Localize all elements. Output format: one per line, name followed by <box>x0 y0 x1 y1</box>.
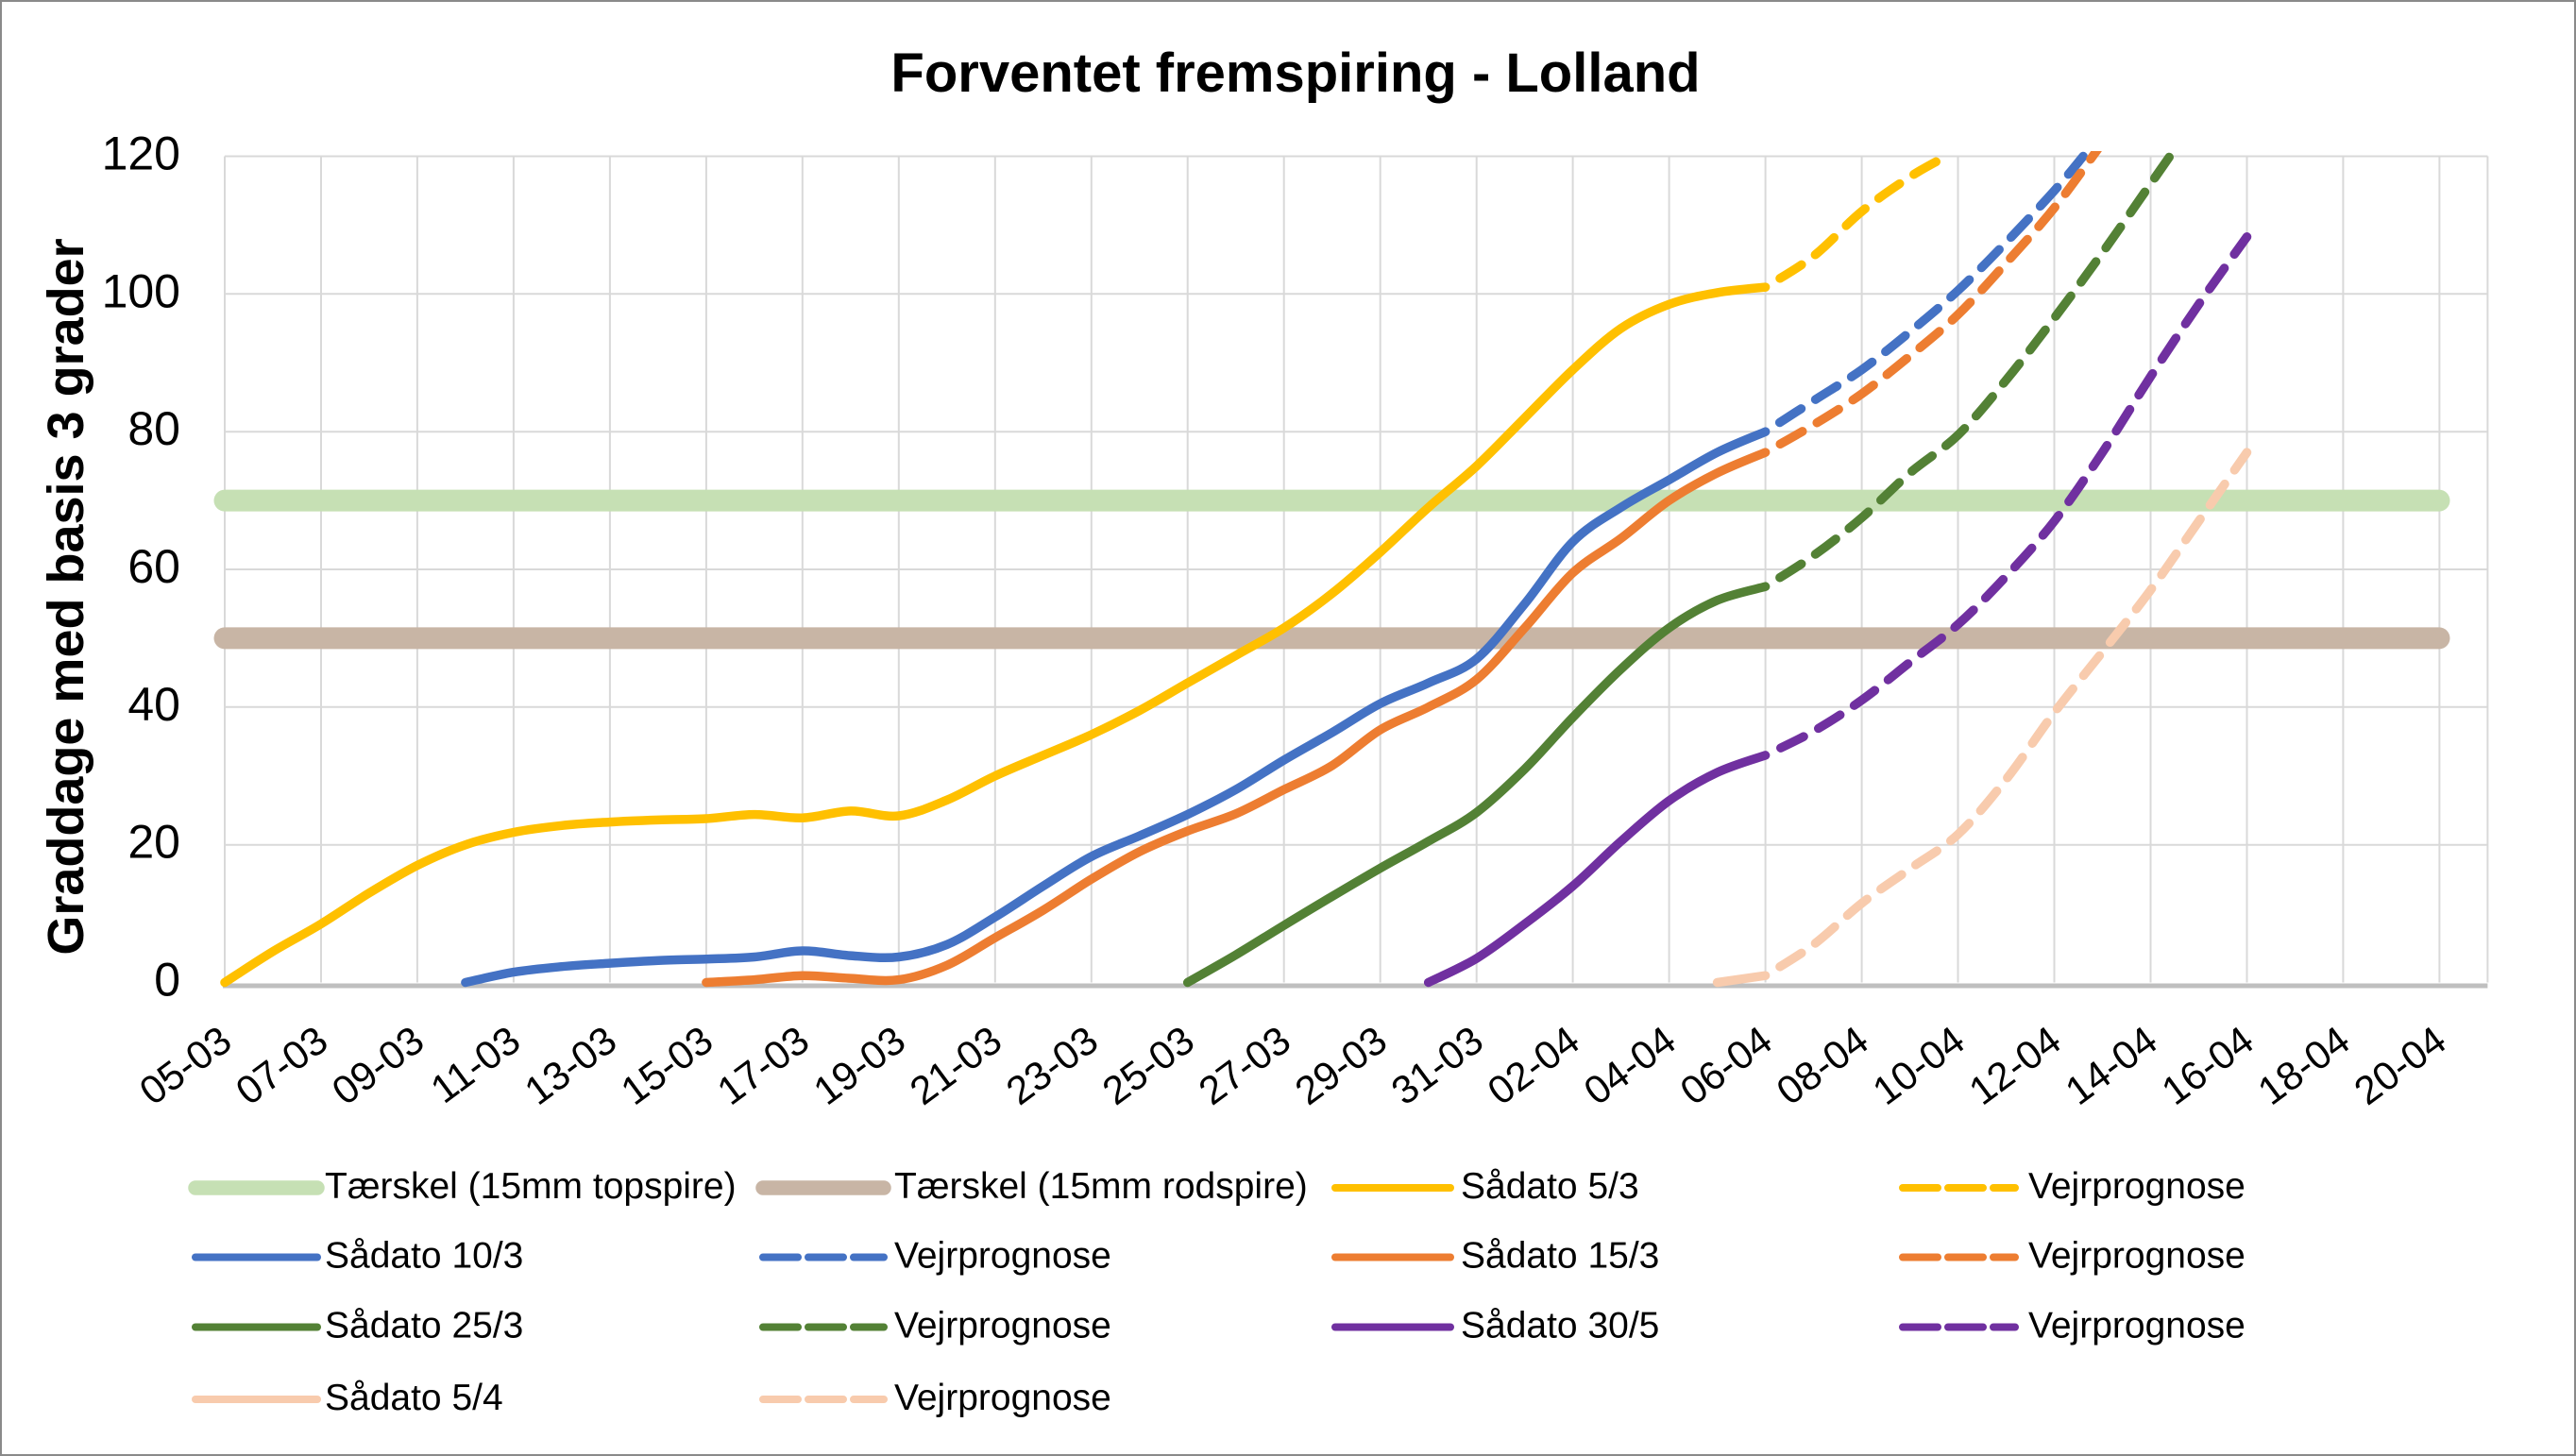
svg-text:120: 120 <box>102 127 180 180</box>
svg-text:Graddage med basis 3 grader: Graddage med basis 3 grader <box>38 238 94 955</box>
svg-text:Sådato 10/3: Sådato 10/3 <box>325 1236 523 1277</box>
svg-text:60: 60 <box>127 540 180 593</box>
svg-text:Tærskel (15mm topspire): Tærskel (15mm topspire) <box>325 1166 737 1207</box>
svg-text:Vejrprognose: Vejrprognose <box>2028 1166 2246 1207</box>
svg-text:20: 20 <box>127 816 180 869</box>
svg-text:80: 80 <box>127 402 180 455</box>
svg-text:Vejrprognose: Vejrprognose <box>2028 1236 2246 1277</box>
svg-text:40: 40 <box>127 678 180 731</box>
svg-text:Sådato 30/5: Sådato 30/5 <box>1461 1306 1659 1346</box>
svg-text:Forventet fremspiring - Lollan: Forventet fremspiring - Lolland <box>890 42 1700 104</box>
svg-text:Vejrprognose: Vejrprognose <box>894 1306 1111 1346</box>
svg-text:Vejrprognose: Vejrprognose <box>894 1378 1111 1418</box>
svg-text:Vejrprognose: Vejrprognose <box>894 1236 1111 1277</box>
svg-text:Sådato 5/3: Sådato 5/3 <box>1461 1166 1639 1207</box>
svg-text:Sådato 25/3: Sådato 25/3 <box>325 1306 523 1346</box>
svg-text:Tærskel (15mm rodspire): Tærskel (15mm rodspire) <box>894 1166 1308 1207</box>
svg-text:Vejrprognose: Vejrprognose <box>2028 1306 2246 1346</box>
svg-text:100: 100 <box>102 264 180 317</box>
svg-text:Sådato 15/3: Sådato 15/3 <box>1461 1236 1659 1277</box>
svg-text:0: 0 <box>154 954 180 1007</box>
svg-text:Sådato 5/4: Sådato 5/4 <box>325 1378 503 1418</box>
